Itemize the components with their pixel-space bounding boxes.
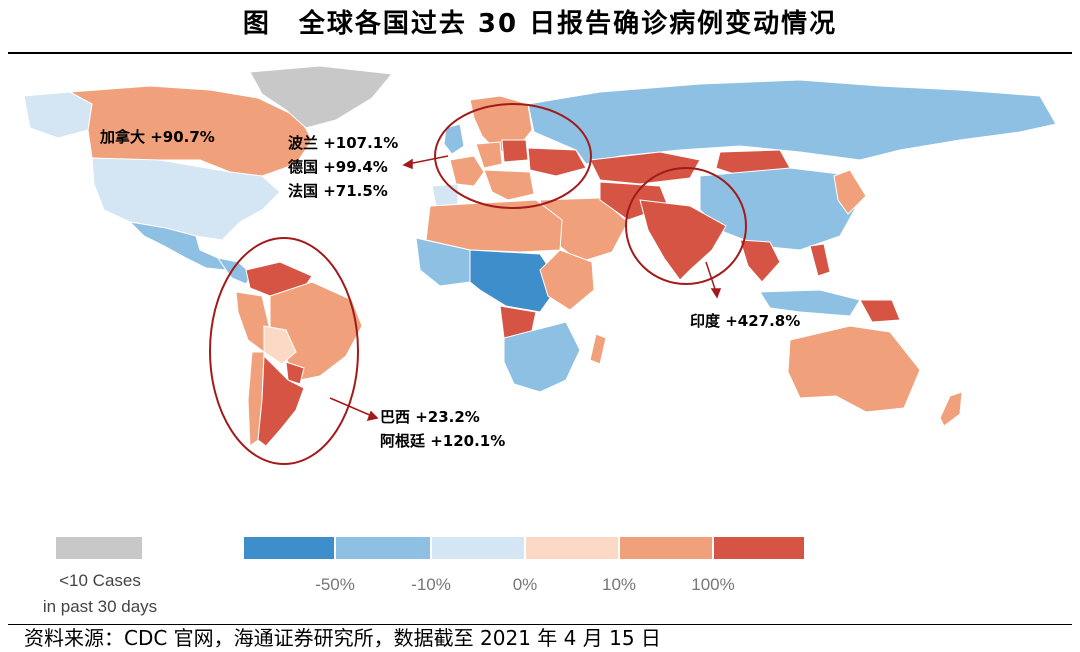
figure-title: 图 全球各国过去 30 日报告确诊病例变动情况 — [242, 9, 838, 39]
annotation-brazil: 巴西 +23.2% — [380, 408, 480, 426]
country-central-africa — [469, 249, 561, 313]
legend-bin-5 — [620, 537, 712, 559]
region-africa — [415, 199, 607, 393]
source-divider — [8, 624, 1072, 625]
country-eastern-europe — [527, 147, 587, 177]
annotation-poland: 波兰 +107.1% — [288, 134, 399, 152]
country-france — [449, 155, 485, 187]
arrowhead-india — [710, 288, 722, 299]
country-madagascar — [589, 333, 607, 365]
country-southeast-asia — [739, 239, 781, 283]
highlight-ring-south-america — [209, 237, 359, 465]
region-europe — [431, 95, 587, 207]
legend-bin-1 — [244, 537, 334, 559]
arrow-india — [705, 261, 717, 293]
legend-tick-neg50: -50% — [315, 575, 355, 594]
legend-bin-3 — [432, 537, 524, 559]
arrowhead-south-america — [366, 410, 379, 422]
arrow-europe — [407, 155, 449, 165]
country-paraguay — [285, 361, 305, 385]
country-kazakhstan — [589, 151, 701, 185]
country-poland — [501, 139, 529, 163]
country-papua — [859, 299, 901, 323]
country-greenland — [249, 65, 393, 129]
legend-no-data-line1: <10 Cases — [59, 571, 141, 590]
country-east-africa — [539, 249, 595, 311]
annotation-canada: 加拿大 +90.7% — [100, 128, 215, 146]
legend-tick-100: 100% — [691, 575, 735, 594]
country-russia — [527, 79, 1057, 165]
annotation-india: 印度 +427.8% — [690, 312, 801, 330]
region-south-america — [235, 261, 363, 447]
title-divider — [8, 52, 1072, 54]
legend-swatch-no-data — [56, 537, 142, 559]
country-italy-balkans — [483, 169, 535, 201]
country-japan-korea — [833, 169, 867, 215]
annotation-arrows — [329, 155, 722, 422]
country-uk — [443, 123, 465, 155]
highlight-ring-india — [625, 167, 747, 285]
legend-tick-0: 0% — [512, 575, 538, 594]
legend-bin-4 — [526, 537, 618, 559]
source-note: 资料来源：CDC 官网，海通证券研究所，数据截至 2021 年 4 月 15 日 — [24, 626, 661, 650]
region-asia — [527, 79, 1057, 323]
country-southern-africa — [503, 321, 581, 393]
annotation-argentina: 阿根廷 +120.1% — [380, 432, 506, 450]
legend-no-data-line2: in past 30 days — [42, 597, 158, 616]
country-north-africa — [425, 199, 563, 253]
country-bolivia — [263, 325, 297, 365]
country-philippines — [809, 243, 831, 277]
country-australia — [787, 325, 921, 413]
country-usa — [91, 157, 281, 241]
legend-tick-10: 10% — [601, 575, 637, 594]
country-new-zealand — [939, 391, 963, 427]
country-india — [639, 199, 727, 281]
annotation-germany: 德国 +99.4% — [288, 158, 388, 176]
region-north-america — [23, 65, 393, 285]
legend-tick-neg10: -10% — [411, 575, 451, 594]
country-argentina — [257, 354, 305, 447]
legend-bin-2 — [336, 537, 430, 559]
arrowhead-europe — [402, 158, 413, 170]
highlight-rings — [209, 103, 747, 465]
annotation-france: 法国 +71.5% — [288, 182, 388, 200]
country-germany — [475, 141, 503, 169]
highlight-ring-europe — [434, 103, 592, 209]
legend-bin-6 — [714, 537, 804, 559]
country-west-africa — [415, 237, 471, 287]
arrow-south-america — [329, 397, 373, 417]
country-indonesia — [759, 289, 861, 317]
country-iberia — [431, 183, 459, 207]
region-oceania — [787, 325, 963, 427]
